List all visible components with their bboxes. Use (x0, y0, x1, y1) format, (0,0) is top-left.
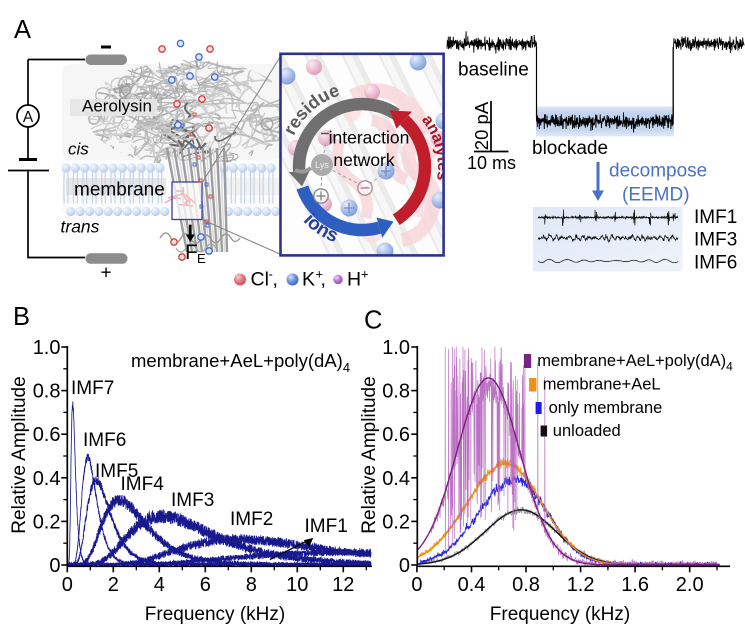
svg-text:decompose: decompose (609, 161, 707, 182)
svg-text:membrane+AeL+poly(dA)4: membrane+AeL+poly(dA)4 (537, 352, 733, 374)
svg-text:Lys: Lys (315, 160, 329, 170)
svg-text:B: B (13, 303, 30, 331)
svg-text:+: + (316, 267, 324, 282)
svg-text:1.0: 1.0 (382, 337, 410, 359)
svg-text:Frequency (kHz): Frequency (kHz) (145, 604, 285, 625)
svg-text:2.0: 2.0 (676, 574, 704, 596)
svg-text:+: + (361, 267, 369, 282)
svg-text:Frequency (kHz): Frequency (kHz) (490, 604, 630, 625)
svg-text:E: E (197, 251, 206, 266)
svg-text:baseline: baseline (458, 60, 529, 81)
svg-text:membrane+AeL: membrane+AeL (543, 376, 661, 394)
svg-text:0.4: 0.4 (33, 468, 61, 490)
svg-text:IMF1: IMF1 (305, 516, 348, 537)
svg-text:8: 8 (246, 574, 257, 596)
svg-text:0.6: 0.6 (33, 424, 61, 446)
svg-text:10 ms: 10 ms (467, 153, 516, 173)
svg-text:1.0: 1.0 (33, 337, 61, 359)
svg-text:1.2: 1.2 (567, 574, 595, 596)
svg-text:1.6: 1.6 (621, 574, 649, 596)
svg-text:membrane+AeL+poly(dA)4: membrane+AeL+poly(dA)4 (131, 350, 350, 375)
svg-text:trans: trans (61, 217, 100, 237)
svg-text:C: C (364, 307, 382, 335)
svg-text:0: 0 (399, 555, 410, 577)
svg-text:20 pA: 20 pA (471, 101, 492, 150)
svg-text:IMF2: IMF2 (230, 509, 273, 530)
svg-text:only membrane: only membrane (549, 399, 663, 417)
svg-text:(EEMD): (EEMD) (622, 185, 690, 206)
svg-text:A: A (14, 16, 31, 44)
svg-text:0.2: 0.2 (33, 511, 61, 533)
svg-text:10: 10 (286, 574, 308, 596)
svg-text:0: 0 (62, 574, 73, 596)
svg-text:0.4: 0.4 (458, 574, 486, 596)
svg-text:IMF5: IMF5 (95, 461, 138, 482)
svg-text:,: , (321, 269, 326, 291)
svg-text:Relative Amplitude: Relative Amplitude (359, 376, 380, 533)
svg-text:0.8: 0.8 (512, 574, 540, 596)
svg-text:Cl: Cl (251, 269, 269, 291)
svg-text:0.8: 0.8 (382, 381, 410, 403)
svg-text:0: 0 (411, 574, 422, 596)
svg-text:A: A (23, 109, 34, 126)
svg-text:0: 0 (49, 555, 60, 577)
svg-text:K: K (302, 269, 315, 291)
svg-text:unloaded: unloaded (553, 422, 621, 440)
svg-text:4: 4 (154, 574, 165, 596)
svg-text:F: F (185, 241, 198, 264)
svg-text:IMF3: IMF3 (694, 230, 737, 251)
svg-text:IMF7: IMF7 (71, 378, 114, 399)
svg-text:0.4: 0.4 (382, 468, 410, 490)
svg-text:,: , (273, 269, 278, 291)
svg-text:membrane: membrane (74, 180, 165, 201)
svg-text:Relative Amplitude: Relative Amplitude (9, 376, 30, 533)
svg-text:-: - (269, 267, 273, 282)
svg-text:0.6: 0.6 (382, 424, 410, 446)
svg-text:0.8: 0.8 (33, 381, 61, 403)
svg-text:interaction: interaction (329, 128, 410, 148)
svg-text:0.2: 0.2 (382, 511, 410, 533)
svg-text:blockade: blockade (532, 138, 608, 159)
svg-text:+: + (100, 263, 111, 284)
svg-text:H: H (347, 269, 361, 291)
svg-text:cis: cis (68, 140, 89, 159)
svg-text:IMF1: IMF1 (694, 207, 737, 228)
svg-text:network: network (333, 150, 395, 170)
svg-text:6: 6 (200, 574, 211, 596)
svg-text:IMF6: IMF6 (83, 430, 126, 451)
svg-text:12: 12 (332, 574, 354, 596)
svg-text:IMF4: IMF4 (121, 474, 165, 495)
svg-text:IMF6: IMF6 (694, 253, 737, 274)
svg-text:IMF3: IMF3 (171, 490, 214, 511)
svg-text:Aerolysin: Aerolysin (82, 97, 152, 116)
svg-text:2: 2 (108, 574, 119, 596)
